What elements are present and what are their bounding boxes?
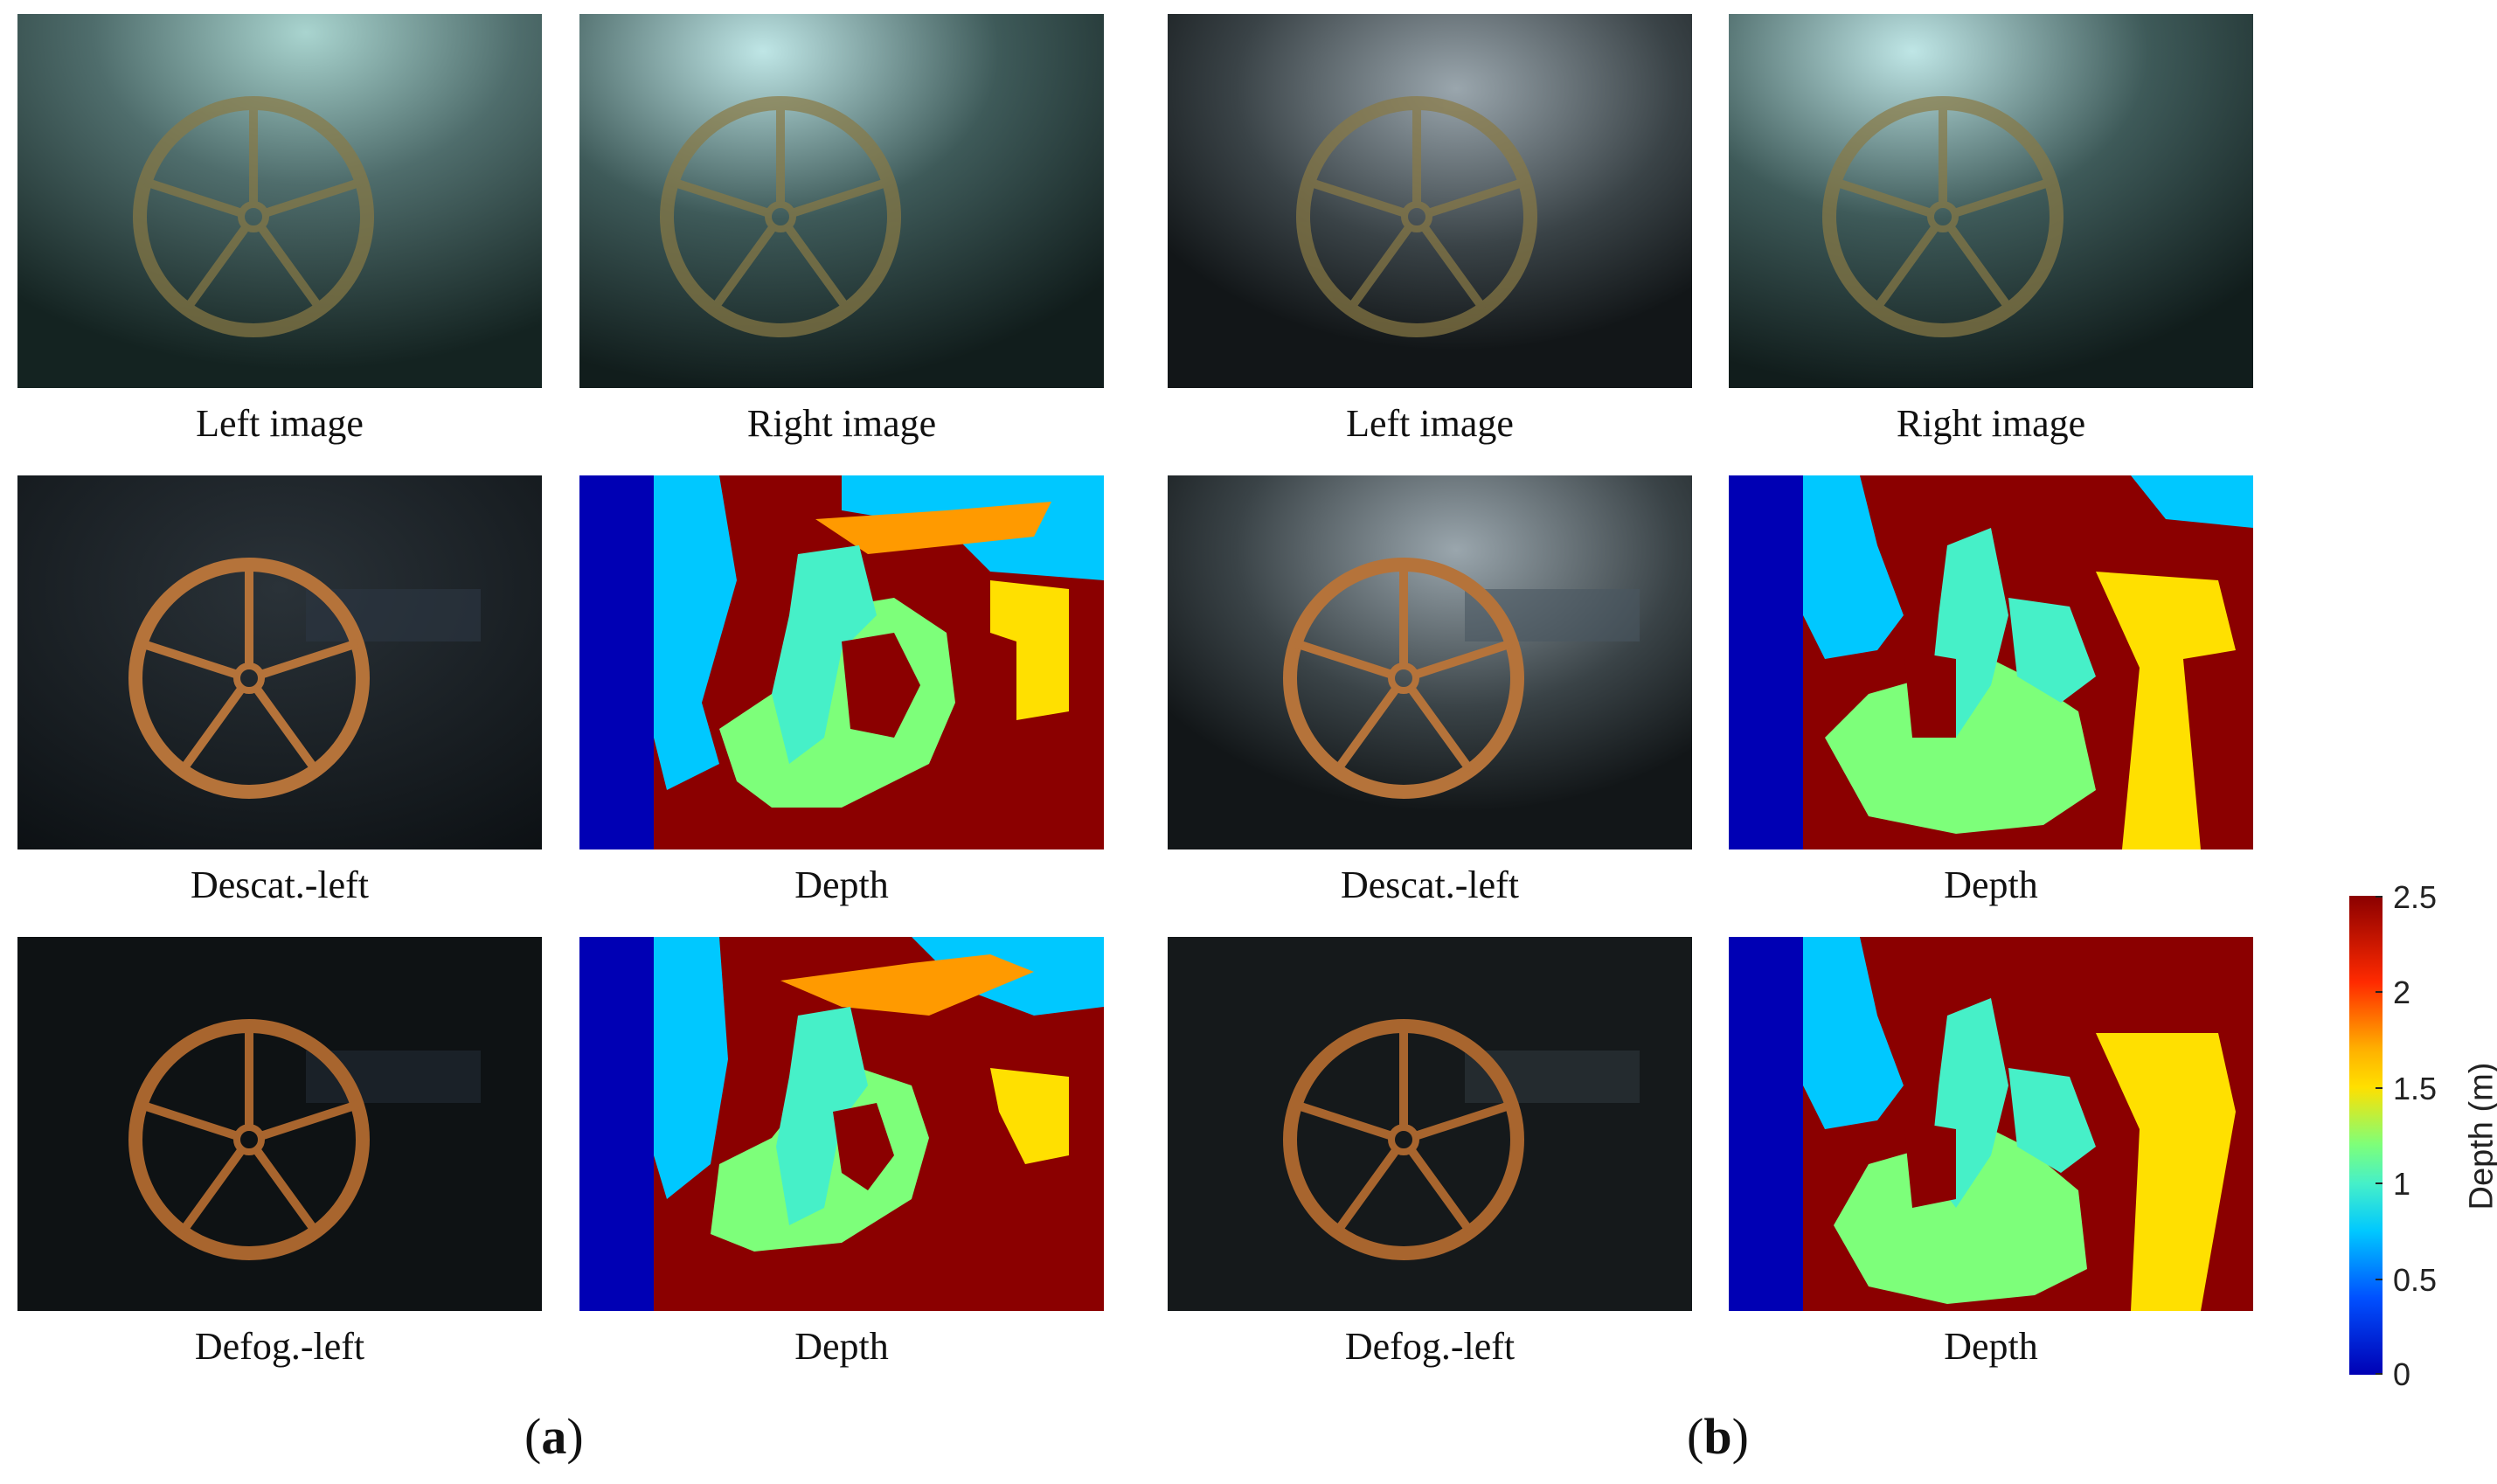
colorbar-tick-label: 1	[2393, 1166, 2411, 1202]
panel-b-depth-1-caption: Depth	[1944, 863, 2038, 906]
panel-a-depth-1-caption: Depth	[794, 863, 889, 906]
panel-b-depth-map-1	[1729, 475, 2253, 849]
panel-a-defog-left-image	[17, 937, 542, 1311]
panel-b-left-image-caption: Left image	[1346, 402, 1514, 445]
depth-colorbar	[2349, 896, 2383, 1375]
panel-b-left-image	[1168, 14, 1692, 388]
panel-a-right-image-caption: Right image	[746, 402, 937, 445]
panel-a-depth-map-1	[579, 475, 1104, 849]
panel-b-defog-left-image	[1168, 937, 1692, 1311]
panel-a-label: (a)	[524, 1408, 584, 1465]
panel-b-label: (b)	[1687, 1408, 1749, 1465]
colorbar-tick-label: 0.5	[2393, 1262, 2438, 1298]
panel-a-depth-2-caption: Depth	[794, 1325, 889, 1368]
panel-b-descat-left-caption: Descat.-left	[1341, 863, 1519, 906]
panel-a-depth-map-2	[579, 937, 1104, 1311]
colorbar-tick-label: 2.5	[2393, 879, 2438, 915]
panel-a-descat-left-image	[17, 475, 542, 849]
panel-a-right-image	[579, 14, 1104, 388]
panel-b-right-image-caption: Right image	[1896, 402, 2086, 445]
colorbar-tick-label: 2	[2393, 974, 2411, 1010]
panel-a-left-image	[17, 14, 542, 388]
panel-b-depth-map-2	[1729, 937, 2253, 1311]
panel-a-descat-left-caption: Descat.-left	[191, 863, 369, 906]
panel-b-descat-left-image	[1168, 475, 1692, 849]
panel-a-left-image-caption: Left image	[196, 402, 364, 445]
colorbar-tick-label: 0	[2393, 1356, 2411, 1392]
panel-a-defog-left-caption: Defog.-left	[194, 1325, 365, 1368]
panel-b-right-image	[1729, 14, 2253, 388]
colorbar-tick-label: 1.5	[2393, 1071, 2438, 1106]
colorbar-title: Depth (m)	[2463, 1062, 2497, 1210]
panel-b-defog-left-caption: Defog.-left	[1344, 1325, 1516, 1368]
panel-b-depth-2-caption: Depth	[1944, 1325, 2038, 1368]
